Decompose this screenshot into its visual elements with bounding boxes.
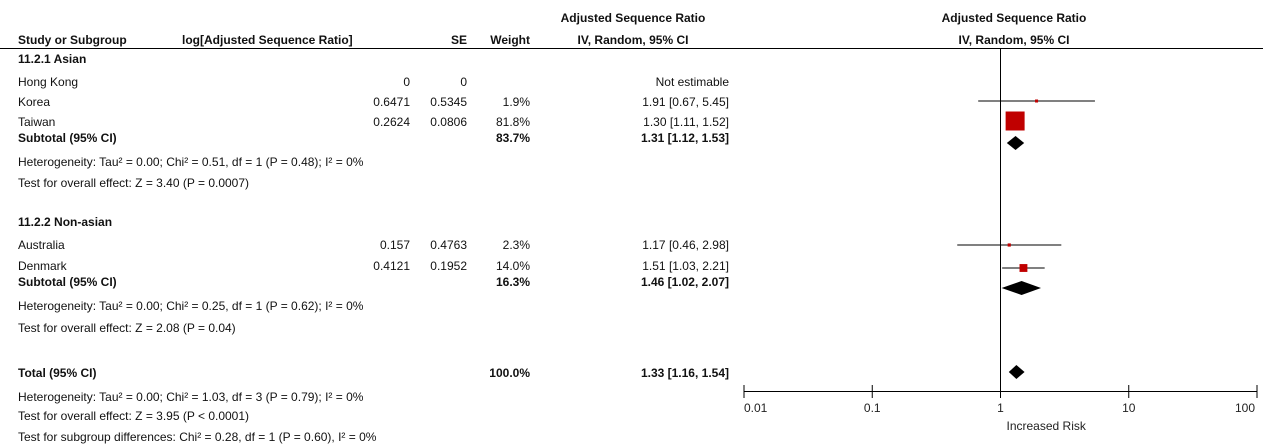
x-tick-label: 10: [1122, 401, 1136, 415]
study-ci: 1.91 [0.67, 5.45]: [642, 95, 729, 109]
study-weight: 81.8%: [495, 115, 530, 129]
study-log: 0.2624: [373, 115, 410, 129]
study-se: 0.4763: [430, 238, 467, 252]
x-tick-label: 1: [997, 401, 1004, 415]
group-title: 11.2.2 Non-asian: [18, 215, 113, 229]
study-se: 0.5345: [430, 95, 467, 109]
weight-column-header: Weight: [490, 33, 530, 47]
study-name: Korea: [18, 95, 51, 109]
logratio-column-header: log[Adjusted Sequence Ratio]: [182, 33, 353, 47]
total-label: Total (95% CI): [18, 366, 97, 380]
study-marker: [1035, 99, 1039, 103]
study-ci: Not estimable: [655, 75, 729, 89]
study-se: 0.0806: [430, 115, 467, 129]
study-name: Denmark: [18, 259, 67, 273]
total-ci: 1.33 [1.16, 1.54]: [640, 366, 729, 380]
se-column-header: SE: [450, 33, 467, 47]
effect-column-subheader: IV, Random, 95% CI: [577, 33, 689, 47]
study-log: 0.157: [379, 238, 410, 252]
plot-subtitle: IV, Random, 95% CI: [958, 33, 1070, 47]
summary-diamond: [1008, 365, 1025, 379]
group-title: 11.2.1 Asian: [18, 52, 87, 66]
subtotal-label: Subtotal (95% CI): [18, 275, 117, 289]
summary-diamond: [1006, 136, 1025, 150]
total-overall-effect-text: Test for overall effect: Z = 3.95 (P < 0…: [18, 409, 250, 423]
heterogeneity-text: Heterogeneity: Tau² = 0.00; Chi² = 0.51,…: [18, 155, 364, 169]
plot-title: Adjusted Sequence Ratio: [941, 11, 1087, 25]
study-marker: [1005, 111, 1025, 131]
study-log: 0.4121: [373, 259, 410, 273]
study-log: 0: [403, 75, 410, 89]
effect-column-title: Adjusted Sequence Ratio: [560, 11, 706, 25]
study-column-header: Study or Subgroup: [18, 33, 127, 47]
study-ci: 1.30 [1.11, 1.52]: [643, 115, 729, 129]
study-name: Taiwan: [18, 115, 56, 129]
subtotal-weight: 16.3%: [495, 275, 530, 289]
x-tick-label: 0.1: [864, 401, 881, 415]
overall-effect-text: Test for overall effect: Z = 2.08 (P = 0…: [18, 321, 236, 335]
study-weight: 1.9%: [502, 95, 530, 109]
study-weight: 14.0%: [495, 259, 530, 273]
study-marker: [1019, 264, 1028, 272]
study-log: 0.6471: [373, 95, 410, 109]
study-ci: 1.51 [1.03, 2.21]: [642, 259, 729, 273]
study-ci: 1.17 [0.46, 2.98]: [642, 238, 729, 252]
x-tick-label: 100: [1235, 401, 1255, 415]
study-se: 0: [460, 75, 467, 89]
x-tick-label: 0.01: [744, 401, 768, 415]
total-heterogeneity-text: Heterogeneity: Tau² = 0.00; Chi² = 1.03,…: [18, 390, 364, 404]
x-axis-label-increased-risk: Increased Risk: [1007, 419, 1087, 433]
study-weight: 2.3%: [502, 238, 530, 252]
study-name: Hong Kong: [18, 75, 79, 89]
total-weight: 100.0%: [489, 366, 530, 380]
heterogeneity-text: Heterogeneity: Tau² = 0.00; Chi² = 0.25,…: [18, 299, 364, 313]
study-name: Australia: [18, 238, 65, 252]
subtotal-ci: 1.46 [1.02, 2.07]: [640, 275, 729, 289]
subgroup-differences-text: Test for subgroup differences: Chi² = 0.…: [18, 430, 377, 444]
overall-effect-text: Test for overall effect: Z = 3.40 (P = 0…: [18, 176, 250, 190]
study-marker: [1007, 243, 1011, 247]
subtotal-weight: 83.7%: [495, 131, 530, 145]
subtotal-ci: 1.31 [1.12, 1.53]: [640, 131, 729, 145]
subtotal-label: Subtotal (95% CI): [18, 131, 117, 145]
summary-diamond: [1001, 281, 1042, 295]
study-se: 0.1952: [430, 259, 467, 273]
